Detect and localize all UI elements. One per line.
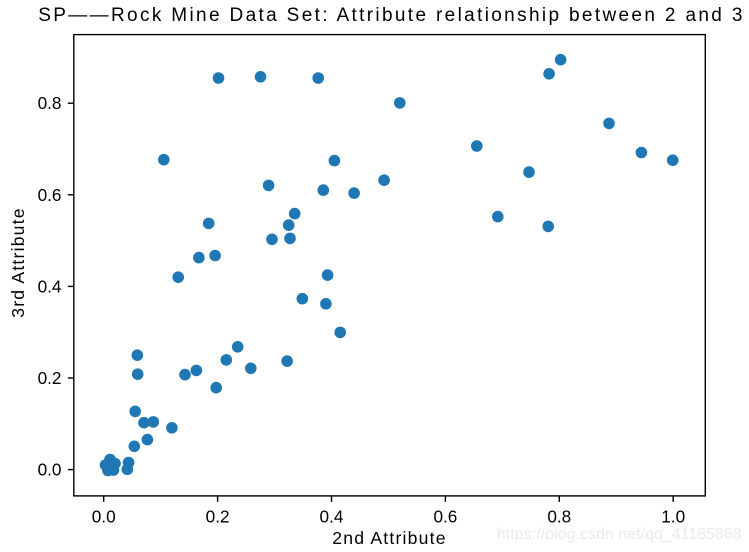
- svg-text:0.6: 0.6: [433, 507, 457, 527]
- svg-text:0.2: 0.2: [206, 507, 230, 527]
- svg-text:SP——Rock Mine Data Set: Attrib: SP——Rock Mine Data Set: Attribute relati…: [38, 5, 745, 26]
- svg-text:3rd Attribute: 3rd Attribute: [8, 207, 28, 317]
- svg-text:2nd Attribute: 2nd Attribute: [332, 528, 446, 548]
- svg-text:0.8: 0.8: [38, 93, 62, 113]
- svg-text:0.0: 0.0: [92, 507, 116, 527]
- svg-text:0.4: 0.4: [38, 276, 62, 296]
- svg-text:0.0: 0.0: [38, 460, 62, 480]
- svg-text:1.0: 1.0: [661, 507, 685, 527]
- svg-text:0.2: 0.2: [38, 368, 62, 388]
- svg-text:0.8: 0.8: [547, 507, 571, 527]
- svg-text:0.4: 0.4: [320, 507, 344, 527]
- svg-text:https://blog.csdn.net/qq_41185: https://blog.csdn.net/qq_41185868: [497, 526, 742, 543]
- svg-text:0.6: 0.6: [38, 185, 62, 205]
